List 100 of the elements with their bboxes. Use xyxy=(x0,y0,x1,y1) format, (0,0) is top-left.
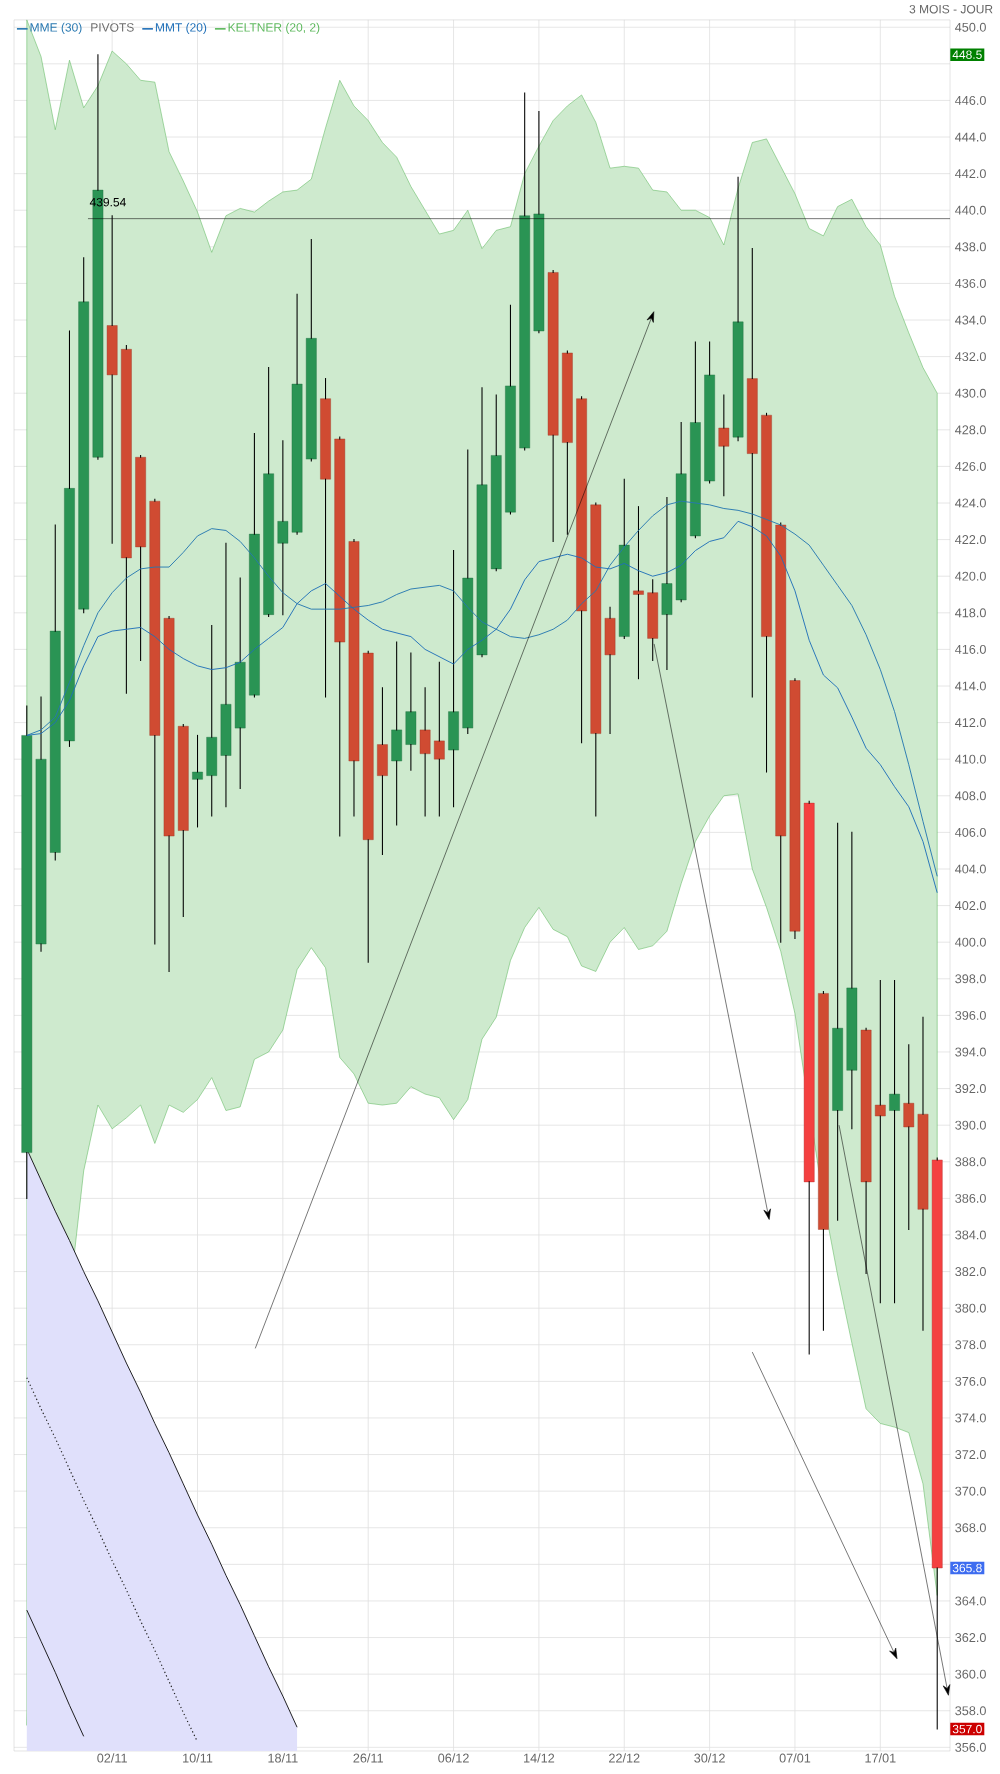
y-tick-label: 406.0 xyxy=(955,827,986,837)
candlestick xyxy=(903,1044,915,1231)
y-tick-label: 446.0 xyxy=(955,95,986,105)
y-tick-label: 388.0 xyxy=(955,1157,986,1167)
y-tick-label: 420.0 xyxy=(955,571,986,581)
y-tick-label: 410.0 xyxy=(955,754,986,764)
candlestick xyxy=(121,345,132,694)
y-tick-label: 422.0 xyxy=(955,535,986,545)
y-tick-label: 378.0 xyxy=(955,1340,986,1350)
candlestick xyxy=(291,293,303,535)
candlestick xyxy=(334,436,346,837)
y-tick-label: 364.0 xyxy=(955,1596,986,1606)
legend-label: MME (30) xyxy=(30,22,82,35)
y-tick-label: 396.0 xyxy=(955,1010,986,1020)
candlestick xyxy=(704,341,715,484)
y-tick-label: 376.0 xyxy=(955,1376,986,1386)
y-tick-label: 434.0 xyxy=(955,315,986,325)
y-tick-label: 442.0 xyxy=(955,169,986,179)
candlestick xyxy=(305,238,317,462)
candlestick xyxy=(874,980,886,1304)
candlestick xyxy=(320,378,331,698)
candlestick xyxy=(434,661,445,817)
candlestick xyxy=(177,723,189,918)
x-tick-label: 14/12 xyxy=(524,1753,555,1763)
annotation: PIVOTS xyxy=(91,23,134,32)
candlestick xyxy=(391,641,402,826)
candlestick xyxy=(547,270,559,542)
y-tick-label: 362.0 xyxy=(955,1633,986,1643)
candlestick xyxy=(405,652,417,771)
annotation: 357.0 xyxy=(952,1724,982,1734)
candlestick xyxy=(462,449,474,735)
candlestick xyxy=(21,705,33,1199)
annotation: 365.8 xyxy=(952,1563,982,1573)
candlestick xyxy=(448,550,459,808)
candlestick xyxy=(163,615,175,972)
y-tick-label: 368.0 xyxy=(955,1523,986,1533)
x-tick-label: 18/11 xyxy=(268,1753,298,1763)
x-tick-label: 06/12 xyxy=(438,1753,469,1763)
candlestick xyxy=(476,387,488,658)
x-tick-label: 26/11 xyxy=(353,1753,383,1763)
line-series xyxy=(26,1377,199,1743)
candlestick xyxy=(846,831,858,1130)
candlestick xyxy=(604,606,616,735)
y-tick-label: 414.0 xyxy=(955,681,986,691)
line-series xyxy=(26,1609,85,1737)
candlestick xyxy=(419,687,431,817)
candlestick xyxy=(917,1016,929,1331)
y-tick-label: 408.0 xyxy=(955,791,986,801)
y-tick-label: 374.0 xyxy=(955,1413,986,1423)
candlestick xyxy=(249,432,260,698)
y-tick-label: 416.0 xyxy=(955,644,986,654)
candlestick xyxy=(746,248,758,698)
candlestick xyxy=(78,257,90,614)
legend-label: KELTNER (20, 2) xyxy=(228,22,320,35)
candlestick xyxy=(192,734,203,828)
legend-label: MMT (20) xyxy=(155,22,207,35)
candlestick xyxy=(618,478,630,639)
candlestick xyxy=(234,577,246,790)
y-tick-label: 428.0 xyxy=(955,425,986,435)
y-tick-label: 444.0 xyxy=(955,132,986,142)
x-tick-label: 02/11 xyxy=(97,1753,127,1763)
y-tick-label: 432.0 xyxy=(955,352,986,362)
candlestick xyxy=(661,496,673,671)
candlestick xyxy=(675,421,687,603)
y-tick-label: 356.0 xyxy=(955,1742,986,1752)
y-tick-label: 436.0 xyxy=(955,278,986,288)
candlestick xyxy=(49,524,61,861)
candlestick xyxy=(505,304,516,515)
y-tick-label: 386.0 xyxy=(955,1193,986,1203)
y-tick-label: 382.0 xyxy=(955,1267,986,1277)
y-tick-label: 400.0 xyxy=(955,937,986,947)
candlestick xyxy=(590,502,602,817)
candlestick xyxy=(149,498,161,945)
y-tick-label: 450.0 xyxy=(955,22,986,32)
candlestick xyxy=(803,800,815,1355)
y-tick-label: 384.0 xyxy=(955,1230,986,1240)
y-tick-label: 360.0 xyxy=(955,1669,986,1679)
y-tick-label: 438.0 xyxy=(955,242,986,252)
candlestick xyxy=(576,396,587,744)
x-tick-label: 17/01 xyxy=(865,1753,896,1763)
candlestick xyxy=(690,341,701,539)
y-tick-label: 404.0 xyxy=(955,864,986,874)
y-tick-label: 398.0 xyxy=(955,974,986,984)
y-tick-label: 394.0 xyxy=(955,1047,986,1057)
candlestick xyxy=(377,687,388,855)
candlestick xyxy=(348,539,360,817)
annotation: 448.5 xyxy=(952,50,982,59)
candlestick xyxy=(362,650,374,963)
candlestick xyxy=(562,350,573,535)
candlestick xyxy=(135,454,146,661)
candlestick xyxy=(35,696,47,952)
y-tick-label: 358.0 xyxy=(955,1706,986,1716)
candlestick xyxy=(761,412,772,773)
x-tick-label: 10/11 xyxy=(183,1753,213,1763)
candlestick xyxy=(775,522,787,943)
candlestick xyxy=(789,678,801,940)
y-tick-label: 380.0 xyxy=(955,1303,986,1313)
x-tick-label: 22/12 xyxy=(609,1753,640,1763)
y-tick-label: 440.0 xyxy=(955,205,986,215)
y-tick-label: 372.0 xyxy=(955,1450,986,1460)
